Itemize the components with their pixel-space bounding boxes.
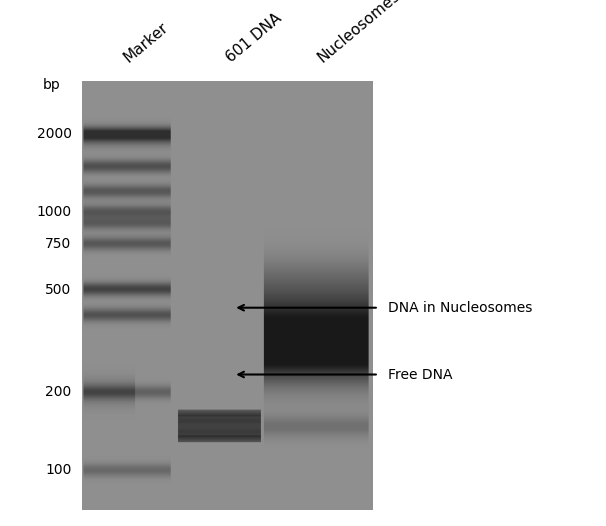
Text: 2000: 2000 xyxy=(36,127,72,141)
Text: Free DNA: Free DNA xyxy=(388,368,452,381)
Text: 601 DNA: 601 DNA xyxy=(224,11,285,66)
Text: 500: 500 xyxy=(45,282,72,297)
Text: DNA in Nucleosomes: DNA in Nucleosomes xyxy=(388,301,532,315)
Text: 200: 200 xyxy=(45,386,72,399)
Text: 1000: 1000 xyxy=(36,205,72,219)
Text: 750: 750 xyxy=(45,237,72,251)
Text: 100: 100 xyxy=(45,463,72,477)
Text: bp: bp xyxy=(42,78,61,92)
Text: Nucleosomes: Nucleosomes xyxy=(315,0,402,66)
Text: Marker: Marker xyxy=(121,20,171,66)
